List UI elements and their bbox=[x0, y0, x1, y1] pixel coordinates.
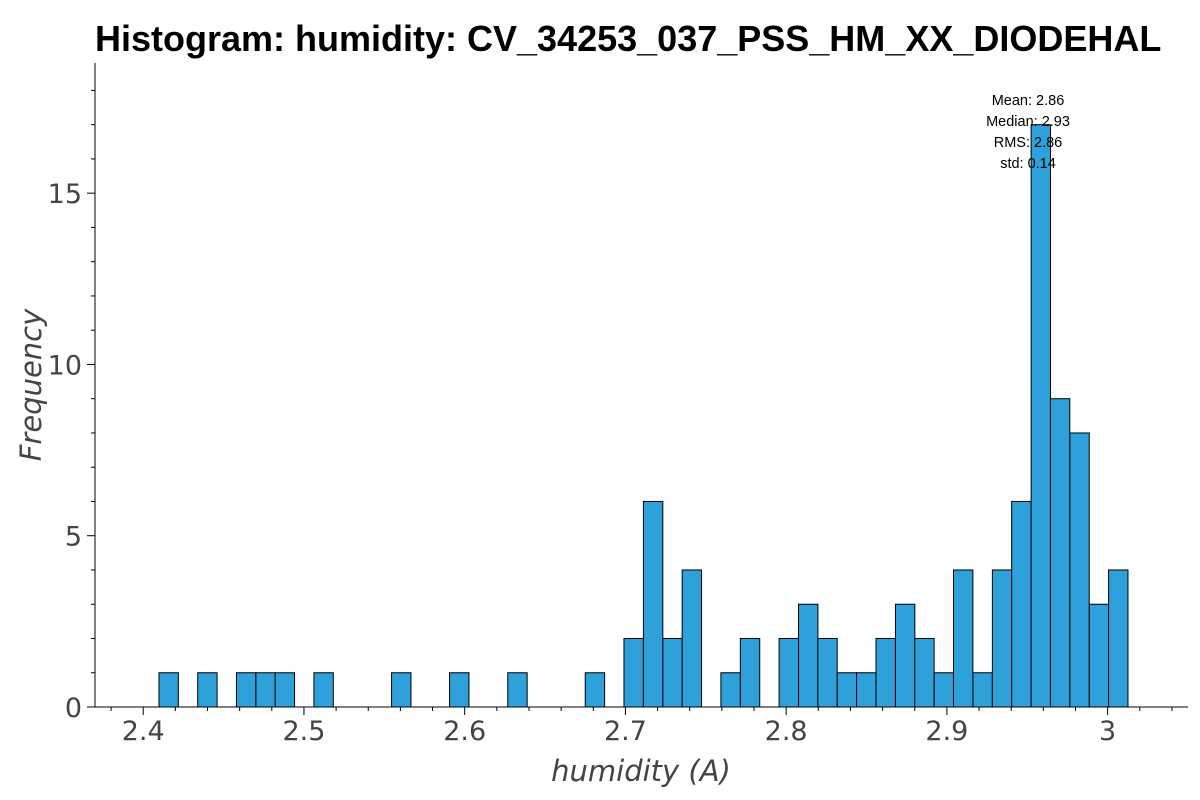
stats-box: Mean: 2.86 Median: 2.93 RMS: 2.86 std: 0.14 bbox=[986, 93, 1070, 172]
histogram-bar bbox=[778, 637, 799, 708]
histogram-bar bbox=[1069, 432, 1090, 708]
histogram-bar bbox=[817, 637, 838, 708]
stats-line: Mean: 2.86 bbox=[992, 93, 1065, 109]
x-tick-label: 3 bbox=[1099, 716, 1116, 747]
x-tick-label: 2.8 bbox=[765, 716, 808, 747]
histogram-bar bbox=[449, 672, 470, 708]
stats-line: std: 0.14 bbox=[1000, 156, 1056, 172]
histogram-bar bbox=[1030, 124, 1052, 708]
histogram-bar bbox=[158, 672, 179, 708]
x-axis-label: humidity (A) bbox=[551, 754, 731, 788]
histogram-bar bbox=[1108, 569, 1129, 708]
histogram-bar bbox=[235, 672, 257, 708]
histogram-bar bbox=[856, 672, 877, 708]
x-tick-label: 2.9 bbox=[925, 716, 968, 747]
x-tick-label: 2.6 bbox=[443, 716, 486, 747]
histogram-bar bbox=[720, 672, 741, 708]
histogram-bar bbox=[836, 672, 858, 708]
y-tick-label: 0 bbox=[65, 693, 82, 724]
histogram-bar bbox=[255, 672, 276, 708]
histogram-bar bbox=[914, 637, 935, 708]
histogram-bar bbox=[739, 637, 761, 708]
y-axis-ticks: 0 5 10 15 bbox=[48, 89, 95, 724]
histogram-bar bbox=[972, 672, 993, 708]
chart-title: Histogram: humidity: CV_34253_037_PSS_HM… bbox=[95, 18, 1161, 59]
y-axis-label: Frequency bbox=[14, 308, 48, 461]
histogram-bars bbox=[158, 124, 1129, 708]
histogram-bar bbox=[623, 637, 644, 708]
histogram-bar bbox=[1088, 603, 1110, 708]
histogram-bar bbox=[507, 672, 528, 708]
histogram-bar bbox=[875, 637, 896, 708]
histogram-bar bbox=[991, 569, 1013, 708]
y-tick-label: 15 bbox=[48, 179, 82, 210]
histogram-bar bbox=[313, 672, 334, 708]
x-axis-ticks: 2.4 2.5 2.6 2.7 2.8 2.9 3 bbox=[110, 707, 1173, 747]
histogram-bar bbox=[391, 672, 412, 708]
x-tick-label: 2.7 bbox=[604, 716, 647, 747]
histogram-bar bbox=[952, 569, 974, 708]
y-tick-label: 10 bbox=[48, 350, 82, 381]
y-tick-label: 5 bbox=[65, 522, 82, 553]
histogram-bar bbox=[681, 569, 703, 708]
stats-line: Median: 2.93 bbox=[986, 114, 1070, 130]
histogram-bar bbox=[662, 637, 683, 708]
histogram-bar bbox=[798, 603, 819, 708]
histogram-bar bbox=[894, 603, 916, 708]
x-tick-label: 2.5 bbox=[282, 716, 325, 747]
x-tick-label: 2.4 bbox=[122, 716, 165, 747]
histogram-bar bbox=[197, 672, 218, 708]
histogram-bar bbox=[1049, 398, 1071, 708]
histogram-bar bbox=[274, 672, 296, 708]
histogram-bar bbox=[642, 500, 664, 708]
histogram-bar bbox=[584, 672, 606, 708]
stats-line: RMS: 2.86 bbox=[994, 135, 1063, 151]
histogram-bar bbox=[1011, 500, 1032, 708]
histogram-bar bbox=[933, 672, 955, 708]
